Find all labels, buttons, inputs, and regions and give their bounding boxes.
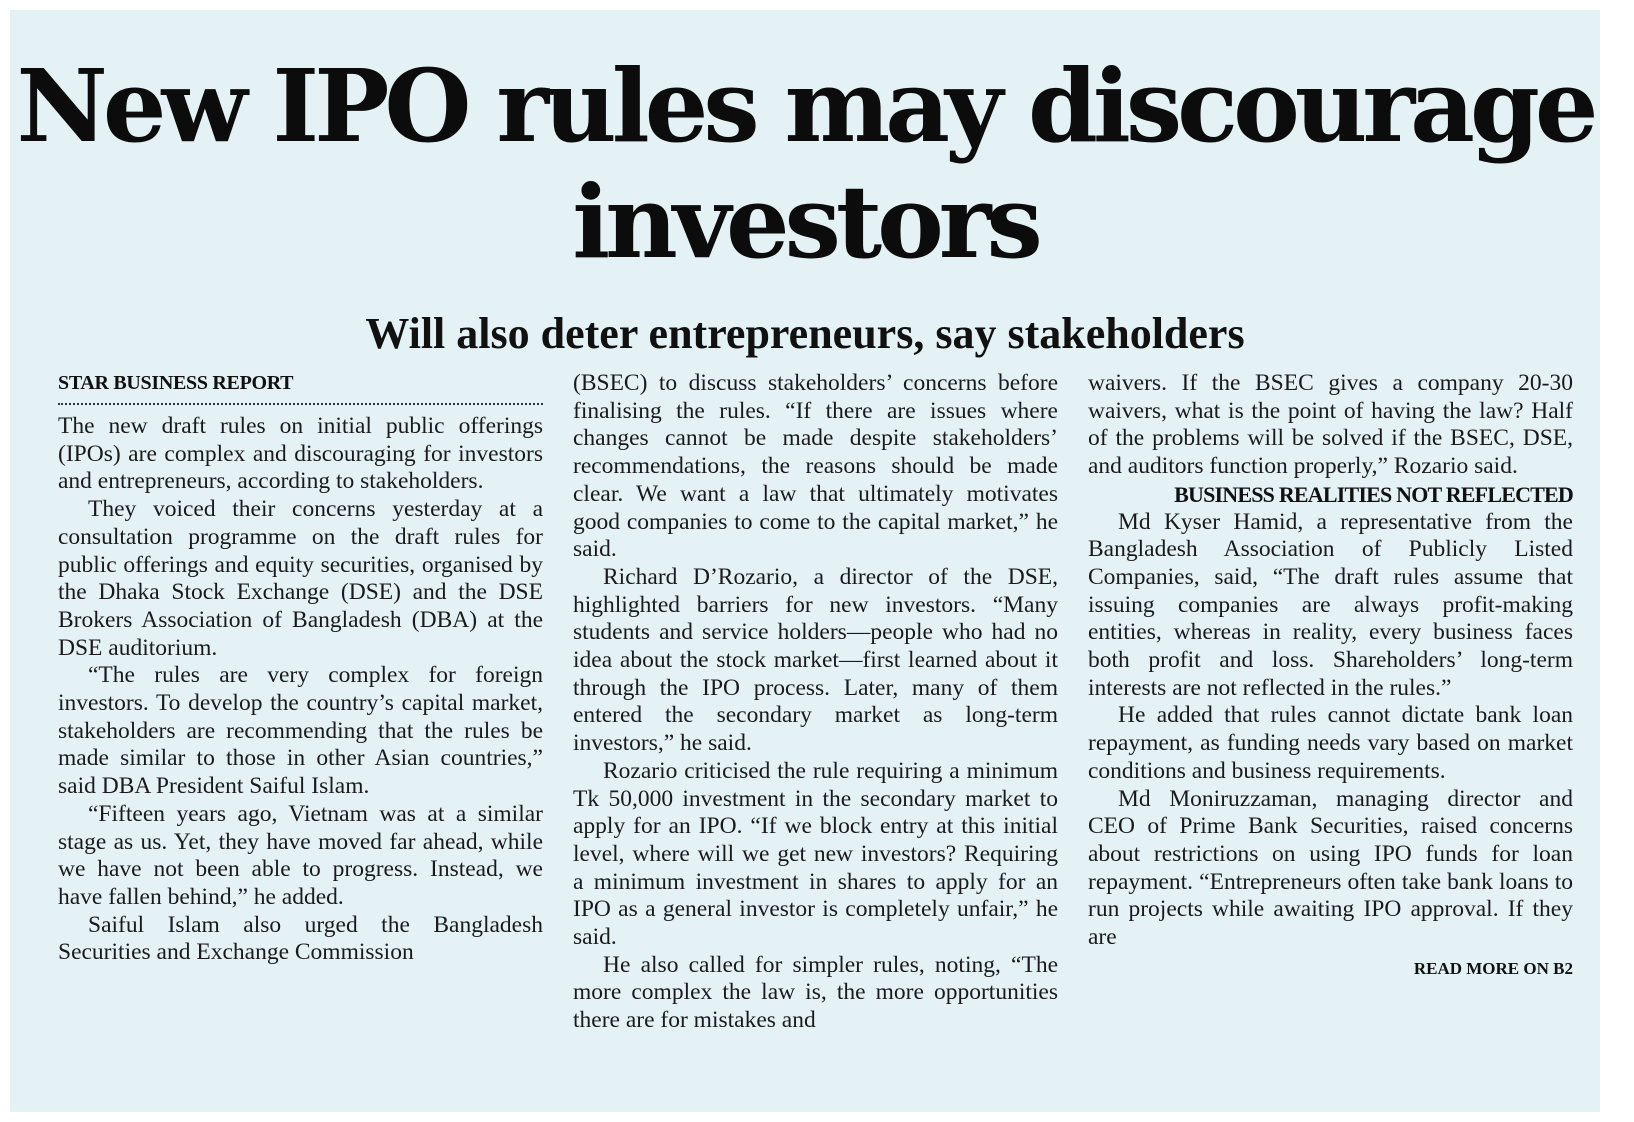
paragraph: “The rules are very complex for foreign … <box>58 662 543 800</box>
paragraph: Richard D’Rozario, a director of the DSE… <box>573 563 1058 757</box>
headline: New IPO rules may discourage investors <box>16 47 1599 281</box>
paragraph: (BSEC) to discuss stakeholders’ concerns… <box>573 370 1058 563</box>
paragraph: Md Kyser Hamid, a representative from th… <box>1088 508 1573 701</box>
newspaper-clipping: New IPO rules may discourage investors W… <box>10 10 1600 1112</box>
byline: STAR BUSINESS REPORT <box>58 370 543 405</box>
paragraph: waivers. If the BSEC gives a company 20-… <box>1088 370 1573 480</box>
paragraph: They voiced their concerns yesterday at … <box>58 496 543 661</box>
read-more-jump: READ MORE ON B2 <box>1413 958 1573 978</box>
section-subheading: BUSINESS REALITIES NOT REFLECTED <box>1174 481 1574 507</box>
paragraph: He added that rules cannot dictate bank … <box>1088 702 1573 784</box>
paragraph: “Fifteen years ago, Vietnam was at a sim… <box>58 800 543 910</box>
article-column-3: waivers. If the BSEC gives a company 20-… <box>1088 370 1574 982</box>
paragraph: Rozario criticised the rule requiring a … <box>573 757 1058 951</box>
paragraph: He also called for simpler rules, noting… <box>573 951 1058 1034</box>
paragraph: The new draft rules on initial public of… <box>58 413 543 495</box>
subheadline: Will also deter entrepreneurs, say stake… <box>365 309 1245 358</box>
article-column-2: (BSEC) to discuss stakeholders’ concerns… <box>573 370 1058 1035</box>
paragraph: Md Moniruzzaman, managing director and C… <box>1088 785 1573 951</box>
article-column-1: STAR BUSINESS REPORT The new draft rules… <box>58 370 543 967</box>
paragraph: Saiful Islam also urged the Bangladesh S… <box>58 911 543 966</box>
